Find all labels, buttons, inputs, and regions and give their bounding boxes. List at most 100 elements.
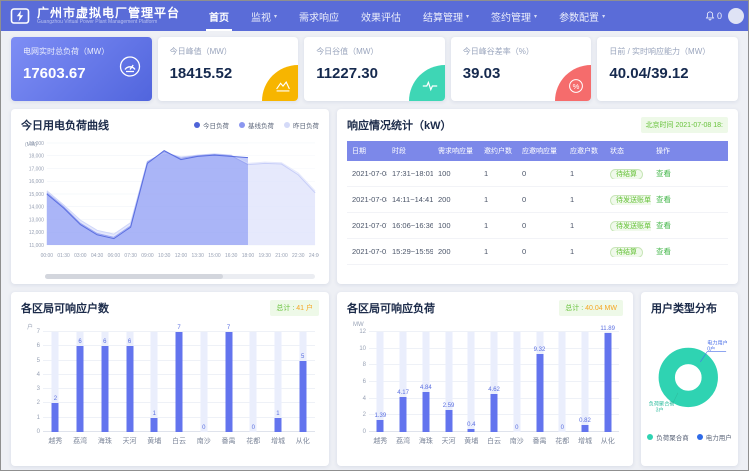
- kpi-row: 电网实时总负荷（MW） 17603.67 今日峰值（MW） 18415.52: [11, 37, 738, 101]
- x-axis-label: 天河: [441, 438, 456, 445]
- nav-item[interactable]: 需求响应: [299, 12, 340, 24]
- bar-column: 6: [68, 332, 93, 432]
- kpi-label: 日前 / 实时响应能力（MW）: [609, 47, 711, 56]
- table-row: 2021-07-08 14:11~14:41 200 1 0 1 待发送账单 查看: [347, 187, 728, 213]
- kpi-value: 11227.30: [316, 65, 378, 82]
- status-badge: 待发送账单: [610, 194, 651, 205]
- nav-item[interactable]: 监视 ▾: [251, 12, 278, 24]
- svg-text:19,000: 19,000: [29, 141, 44, 147]
- bar-column: 6: [92, 332, 117, 432]
- svg-text:3户: 3户: [656, 405, 664, 413]
- svg-text:00:00: 00:00: [41, 253, 54, 259]
- x-axis-label: 南沙: [196, 438, 211, 445]
- bar-column: 4.84: [414, 332, 437, 432]
- bar-column: 0: [505, 332, 528, 432]
- table-header-cell: 应邀响应量: [522, 148, 557, 155]
- kpi-card-grid-realtime-load: 电网实时总负荷（MW） 17603.67: [11, 37, 152, 101]
- legend-item[interactable]: 昨日负荷: [284, 120, 319, 130]
- x-axis-label: 白云: [172, 438, 187, 445]
- status-badge: 待结算: [610, 246, 643, 257]
- top-navbar: 广州市虚拟电厂管理平台 Guangzhou Virtual Power Plan…: [1, 1, 748, 31]
- nav-item[interactable]: 首页: [198, 1, 240, 31]
- nav-item[interactable]: 效果评估: [361, 12, 402, 24]
- x-axis-label: 花都: [246, 438, 261, 445]
- view-link[interactable]: 查看: [656, 169, 671, 178]
- bar-column: 11.89: [596, 326, 619, 432]
- district-load-title: 各区局可响应负荷: [347, 303, 435, 315]
- bar-column: 4.17: [392, 332, 415, 432]
- x-axis-label: 越秀: [48, 438, 63, 445]
- legend-item[interactable]: 今日负荷: [194, 120, 229, 130]
- bar-column: 0: [241, 332, 266, 432]
- svg-text:(MW): (MW): [25, 142, 37, 148]
- bar-column: 9.32: [528, 332, 551, 432]
- legend-item[interactable]: 基线负荷: [239, 120, 274, 130]
- table-header-cell: 需求响应量: [438, 148, 473, 155]
- nav-item[interactable]: 参数配置 ▾: [559, 12, 606, 24]
- user-type-title: 用户类型分布: [651, 303, 717, 315]
- svg-text:21:00: 21:00: [275, 253, 288, 259]
- svg-text:16,000: 16,000: [29, 179, 44, 185]
- x-axis-label: 番禺: [221, 438, 236, 445]
- svg-text:22:30: 22:30: [292, 253, 305, 259]
- district-load-panel: 各区局可响应负荷 总计 : 40.04 MW MW 0 2 4 6 8 10 12 1.39 4…: [337, 292, 633, 466]
- view-link[interactable]: 查看: [656, 221, 671, 230]
- beijing-time-badge: 北京时间 2021-07-08 18:: [640, 117, 728, 133]
- kpi-value: 18415.52: [169, 65, 233, 82]
- svg-text:03:00: 03:00: [74, 253, 87, 259]
- bar-column: 2: [43, 332, 68, 432]
- svg-text:16:30: 16:30: [225, 253, 238, 259]
- chevron-down-icon: ▾: [466, 13, 470, 20]
- response-table-body: 2021-07-08 17:31~18:01 100 1 0 1 待结算 查看 2021-07-…: [347, 161, 728, 265]
- kpi-card-today-peak: 今日峰值（MW） 18415.52: [157, 37, 299, 101]
- view-link[interactable]: 查看: [656, 195, 671, 204]
- notification-button[interactable]: 0: [705, 11, 722, 21]
- svg-text:06:00: 06:00: [108, 253, 121, 259]
- bar-column: 1: [266, 332, 291, 432]
- avatar[interactable]: [728, 8, 744, 24]
- table-header-cell: 操作: [656, 148, 670, 155]
- svg-text:18,000: 18,000: [29, 154, 44, 160]
- chevron-down-icon: ▾: [534, 13, 538, 20]
- response-stats-title: 响应情况统计（kW）: [347, 120, 452, 132]
- svg-text:11,000: 11,000: [29, 243, 44, 249]
- svg-text:04:30: 04:30: [91, 253, 104, 259]
- kpi-value: 17603.67: [23, 65, 86, 82]
- x-axis-label: 越秀: [373, 438, 388, 445]
- page-subtitle: Guangzhou Virtual Power Plant Management…: [37, 18, 158, 25]
- bar-column: 1: [142, 332, 167, 432]
- bar-column: 2.59: [437, 332, 460, 432]
- user-type-legend: 负荷聚合商 电力用户: [647, 432, 732, 442]
- table-header-cell: 时段: [392, 148, 406, 155]
- nav-item[interactable]: 结算管理 ▾: [423, 12, 470, 24]
- table-row: 2021-07-01 15:29~15:59 200 1 0 1 待结算 查看: [347, 239, 728, 265]
- response-table: 日期 时段 需求响应量 邀约户数 应邀响应量 应邀户数 状态 操作 2021-07-08 17:…: [347, 141, 728, 265]
- x-axis-label: 荔湾: [396, 438, 411, 445]
- svg-text:01:30: 01:30: [57, 253, 70, 259]
- x-axis-label: 从化: [600, 438, 615, 445]
- bar-column: 0: [191, 332, 216, 432]
- table-row: 2021-07-07 16:06~16:36 100 1 0 1 待发送账单 查看: [347, 213, 728, 239]
- bar-column: 0.82: [574, 332, 597, 432]
- view-link[interactable]: 查看: [656, 247, 671, 256]
- chevron-down-icon: ▾: [274, 13, 278, 20]
- page-title: 广州市虚拟电厂管理平台: [37, 6, 181, 21]
- nav-items: 首页 监视 ▾ 需求响应 效果评估 结算管理 ▾ 签约管理 ▾ 参数配置 ▾: [198, 1, 616, 31]
- svg-text:07:30: 07:30: [124, 253, 137, 259]
- legend-item[interactable]: 电力用户: [696, 432, 732, 442]
- user-type-panel: 用户类型分布 电力用户 0户 负荷聚合商 3户 负荷聚合商 电力用户: [641, 292, 738, 466]
- kpi-label: 今日峰值（MW）: [169, 47, 232, 56]
- response-stats-panel: 响应情况统计（kW） 北京时间 2021-07-08 18: 日期 时段 需求响应量…: [337, 109, 738, 284]
- svg-text:0户: 0户: [707, 344, 715, 352]
- svg-text:19:30: 19:30: [259, 253, 272, 259]
- svg-text:12,000: 12,000: [29, 230, 44, 236]
- chart-zoom-slider[interactable]: [45, 274, 315, 279]
- district-load-chart: MW 0 2 4 6 8 10 12 1.39 4.17 4.84 2.59 0.4 4.62 0 9.32…: [353, 322, 619, 446]
- legend-item[interactable]: 负荷聚合商: [647, 432, 689, 442]
- total-users-badge: 总计 : 41 户: [270, 300, 319, 316]
- nav-item[interactable]: 签约管理 ▾: [491, 12, 538, 24]
- table-row: 2021-07-08 17:31~18:01 100 1 0 1 待结算 查看: [347, 161, 728, 187]
- x-axis-label: 黄埔: [464, 438, 479, 445]
- kpi-value: 40.04/39.12: [609, 65, 689, 82]
